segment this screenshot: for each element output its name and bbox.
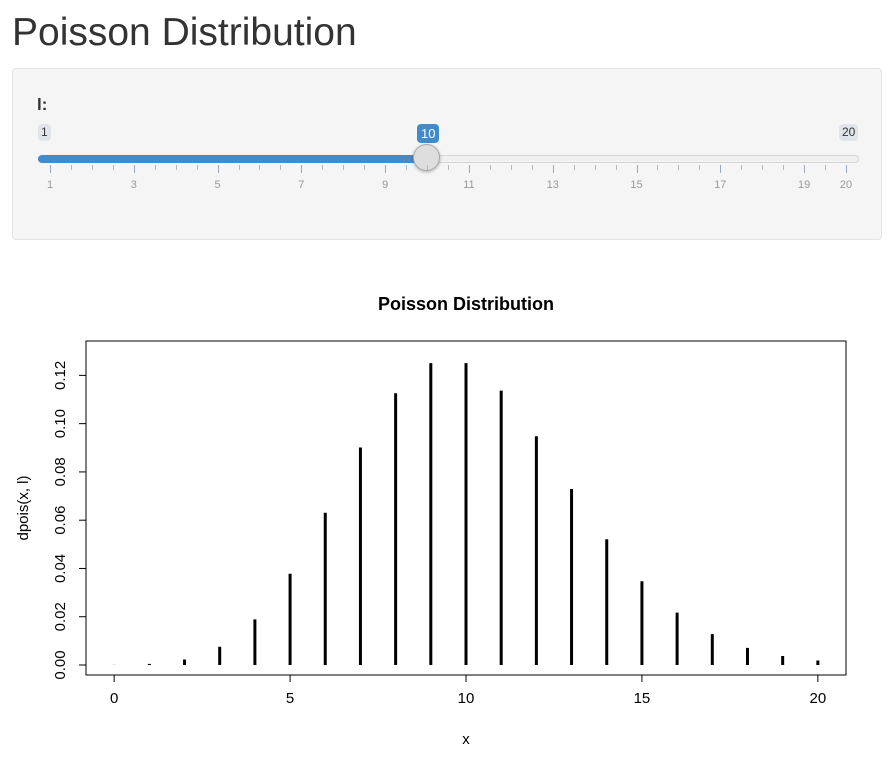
slider-major-tick — [468, 165, 470, 173]
x-tick-label: 15 — [634, 690, 651, 707]
slider-tick-label: 3 — [130, 179, 137, 191]
slider-tick-label: 19 — [797, 179, 811, 191]
slider-panel: l: 1 20 10 1 3 5 7 9 11 13 15 17 19 20 — [12, 68, 882, 240]
page-title: Poisson Distribution — [12, 11, 357, 54]
chart-bars — [112, 363, 820, 665]
slider-minor-tick — [259, 165, 261, 170]
slider-minor-tick — [489, 165, 491, 170]
slider-minor-tick — [783, 165, 785, 170]
slider-label: l: — [37, 95, 48, 114]
y-tick-label: 0.12 — [52, 361, 69, 390]
x-tick-label: 10 — [458, 690, 475, 707]
slider-minor-tick — [70, 165, 72, 170]
slider-major-tick — [804, 165, 806, 173]
x-axis: 0 5 10 15 20 — [110, 674, 827, 707]
slider-tick-label: 11 — [463, 179, 475, 191]
slider-major-tick — [720, 165, 722, 173]
slider-minor-tick — [825, 165, 827, 170]
y-tick-label: 0.08 — [52, 457, 69, 486]
y-axis-label: dpois(x, l) — [15, 475, 32, 540]
slider-minor-tick — [322, 165, 324, 170]
slider-minor-tick — [280, 165, 282, 170]
slider-min-label: 1 — [38, 124, 51, 141]
slider-handle[interactable] — [413, 144, 440, 171]
y-tick-label: 0.06 — [52, 506, 69, 535]
slider-tick-label: 17 — [714, 179, 727, 191]
slider-minor-tick — [154, 165, 156, 170]
y-tick-label: 0.00 — [52, 650, 69, 679]
y-axis: 0.00 0.02 0.04 0.06 0.08 0.10 0.12 — [52, 361, 87, 680]
slider-minor-tick — [91, 165, 93, 170]
x-tick-label: 20 — [810, 690, 827, 707]
slider-tick-label: 13 — [546, 179, 559, 191]
slider-tick-label: 5 — [214, 179, 221, 191]
y-tick-label: 0.04 — [52, 554, 69, 583]
y-tick-label: 0.10 — [52, 409, 69, 438]
slider-minor-tick — [112, 165, 114, 170]
x-axis-label: x — [462, 731, 470, 748]
slider-minor-tick — [238, 165, 240, 170]
slider-tick-label: 15 — [630, 179, 643, 191]
l-slider[interactable]: 1 20 10 1 3 5 7 9 11 13 15 17 19 20 — [13, 69, 883, 241]
slider-minor-tick — [615, 165, 617, 170]
slider-minor-tick — [573, 165, 575, 170]
slider-minor-tick — [427, 165, 429, 170]
slider-major-tick — [133, 165, 135, 173]
slider-minor-tick — [678, 165, 680, 170]
slider-tick-label: 1 — [46, 179, 54, 191]
y-tick-label: 0.02 — [52, 602, 69, 631]
slider-tick-label: 7 — [298, 179, 305, 191]
slider-minor-tick — [741, 165, 743, 170]
slider-minor-tick — [594, 165, 596, 170]
slider-ticks: 1 3 5 7 9 11 13 15 17 19 20 — [13, 165, 883, 195]
poisson-chart: Poisson Distribution 0 5 10 15 20 0.000.020.… — [15, 294, 847, 748]
slider-major-tick — [50, 165, 51, 173]
slider-tick-label: 9 — [382, 179, 389, 191]
slider-major-tick — [636, 165, 638, 173]
slider-minor-tick — [448, 165, 449, 170]
slider-minor-tick — [364, 165, 366, 170]
slider-major-tick — [385, 165, 387, 173]
slider-minor-tick — [510, 165, 512, 170]
slider-value-label: 10 — [417, 124, 440, 143]
x-tick-label: 0 — [110, 690, 118, 707]
x-tick-label: 5 — [286, 690, 294, 707]
slider-major-tick — [217, 165, 219, 173]
slider-minor-tick — [531, 165, 533, 170]
slider-minor-tick — [762, 165, 764, 170]
chart-title: Poisson Distribution — [378, 294, 554, 314]
slider-minor-tick — [343, 165, 345, 170]
slider-track-fill[interactable] — [38, 155, 428, 163]
slider-tick-label: 20 — [839, 179, 853, 191]
slider-minor-tick — [699, 165, 701, 170]
slider-max-label: 20 — [839, 124, 859, 141]
slider-major-tick — [301, 165, 303, 173]
slider-minor-tick — [196, 165, 198, 170]
slider-minor-tick — [406, 165, 408, 170]
slider-minor-tick — [657, 165, 659, 170]
slider-major-tick — [552, 165, 554, 173]
slider-minor-tick — [175, 165, 177, 170]
slider-major-tick — [846, 165, 847, 173]
